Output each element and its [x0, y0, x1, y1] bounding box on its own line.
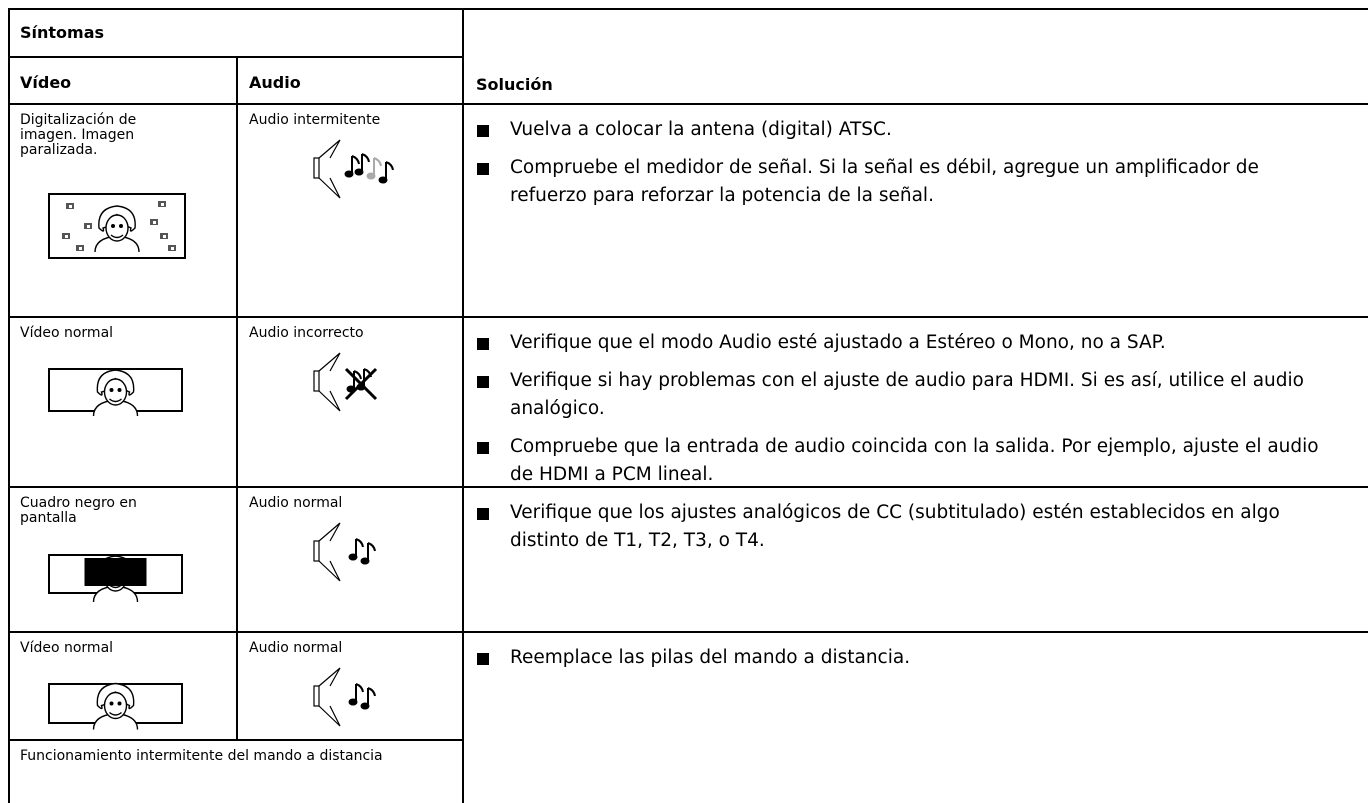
bullet	[477, 653, 489, 665]
picture-icon	[48, 682, 183, 730]
video-symptom: Vídeo normal	[20, 325, 114, 341]
picture-icon	[48, 368, 183, 417]
extra-symptom: Funcionamiento intermitente del mando a …	[20, 748, 383, 764]
solution-text: Reemplace las pilas del mando a distanci…	[510, 647, 911, 668]
header-symptoms: Síntomas	[20, 23, 105, 42]
speaker-icon	[313, 352, 378, 412]
video-symptom: Digitalización de imagen. Imagen paraliz…	[20, 112, 137, 158]
bullet	[477, 163, 489, 175]
speaker-icon	[313, 139, 394, 199]
picture-icon	[48, 554, 183, 603]
header-video: Vídeo	[20, 73, 72, 92]
bullet	[477, 338, 489, 350]
video-symptom: Vídeo normal	[20, 640, 114, 656]
border	[236, 56, 238, 740]
audio-symptom: Audio intermitente	[249, 112, 381, 128]
bullet	[477, 442, 489, 454]
speaker-icon	[313, 667, 376, 727]
picture-icon	[48, 193, 186, 259]
bullet	[477, 508, 489, 520]
bullet	[477, 376, 489, 388]
border	[8, 8, 1368, 10]
solution-text: Verifique si hay problemas con el ajuste…	[510, 370, 1304, 419]
border	[8, 8, 10, 803]
header-audio: Audio	[249, 73, 301, 92]
audio-symptom: Audio normal	[249, 640, 343, 656]
border	[8, 739, 463, 741]
border	[8, 56, 463, 58]
video-symptom: Cuadro negro en pantalla	[20, 495, 137, 526]
border	[462, 8, 464, 803]
audio-symptom: Audio normal	[249, 495, 343, 511]
border	[8, 103, 1368, 105]
solution-text: Compruebe que la entrada de audio coinci…	[510, 436, 1319, 485]
header-solution: Solución	[476, 75, 553, 94]
border	[8, 631, 1368, 633]
solution-text: Verifique que los ajustes analógicos de …	[510, 502, 1280, 551]
border	[8, 316, 1368, 318]
solution-text: Vuelva a colocar la antena (digital) ATS…	[510, 119, 892, 140]
solution-text: Compruebe el medidor de señal. Si la señ…	[510, 157, 1259, 206]
border	[8, 486, 1368, 488]
audio-symptom: Audio incorrecto	[249, 325, 364, 341]
solution-text: Verifique que el modo Audio esté ajustad…	[510, 332, 1166, 353]
speaker-icon	[313, 522, 376, 582]
bullet	[477, 125, 489, 137]
